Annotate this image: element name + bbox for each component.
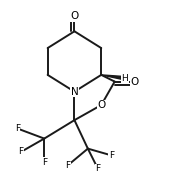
Text: F: F [42,158,47,167]
Text: F: F [15,124,20,133]
Text: H: H [121,74,128,83]
Text: O: O [97,100,105,110]
Text: F: F [18,147,23,157]
Text: N: N [71,87,78,97]
Polygon shape [101,75,125,80]
Text: O: O [131,77,139,87]
Text: F: F [109,151,114,160]
Text: F: F [95,164,101,173]
Text: F: F [65,161,70,170]
Text: O: O [70,11,79,21]
